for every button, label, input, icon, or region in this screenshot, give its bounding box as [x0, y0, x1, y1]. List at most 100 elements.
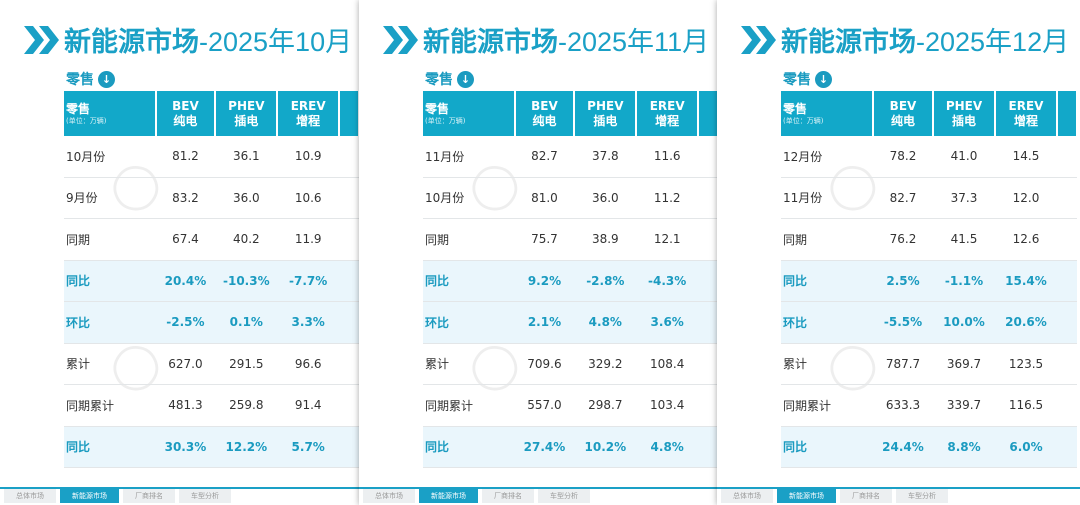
subtitle-label: 零售	[66, 72, 94, 88]
table-row: 同期 67.4 40.2 11.9	[64, 218, 359, 261]
table-cell: 10.2%	[574, 426, 637, 468]
table-row: 同期累计 557.0 298.7 103.4	[423, 384, 718, 427]
sheet-tab[interactable]: 车型分析	[896, 489, 948, 503]
table-cell: 38.9	[574, 218, 637, 261]
table-cell: 4.8%	[574, 301, 637, 344]
arrow-down-circle-icon: ↓	[815, 70, 832, 88]
table-cell: -4.3%	[636, 260, 699, 302]
table-cell: 11.6	[636, 136, 699, 178]
row-label: 同比	[64, 260, 156, 302]
sheet-tab[interactable]: 总体市场	[4, 489, 56, 503]
table-cell: 103.4	[636, 384, 699, 427]
table-cell: 78.2	[873, 136, 933, 178]
header-column-clipped	[339, 91, 360, 136]
table-cell: 10.9	[277, 136, 340, 178]
sheet-tab[interactable]: 新能源市场	[419, 489, 478, 503]
retail-table: 零售 (单位：万辆) BEV 纯电 PHEV 插电 EREV 增程 12月份 78.2 41.0 14…	[781, 91, 1078, 468]
table-cell: 83.2	[155, 177, 216, 219]
table-cell: 259.8	[215, 384, 278, 427]
row-label: 同期	[781, 218, 873, 261]
table-cell: 3.3%	[277, 301, 340, 344]
table-cell: -1.1%	[933, 260, 995, 302]
retail-table: 零售 (单位：万辆) BEV 纯电 PHEV 插电 EREV 增程 11月份 82.7 37.8 11…	[423, 91, 719, 468]
table-cell: -7.7%	[277, 260, 340, 302]
column-code: BEV	[889, 98, 917, 113]
table-cell: 30.3%	[155, 426, 216, 468]
subtitle-label: 零售	[425, 72, 453, 88]
header-unit: (单位：万辆)	[425, 116, 466, 125]
table-cell: 41.0	[933, 136, 995, 178]
table-row: 同期累计 481.3 259.8 91.4	[64, 384, 359, 427]
header-column: EREV 增程	[277, 91, 341, 136]
subtitle-label: 零售	[783, 72, 811, 88]
table-cell-clipped	[1057, 136, 1077, 178]
title-main: 新能源市场	[64, 27, 199, 58]
table-cell: 4.8%	[636, 426, 699, 468]
sheet-tab[interactable]: 新能源市场	[60, 489, 119, 503]
table-cell: 5.7%	[277, 426, 340, 468]
row-label: 12月份	[781, 136, 873, 178]
row-label: 累计	[781, 343, 873, 385]
table-row: 环比 -2.5% 0.1% 3.3%	[64, 301, 359, 344]
table-cell: 11.2	[636, 177, 699, 219]
table-cell: 76.2	[873, 218, 933, 261]
table-cell: 37.3	[933, 177, 995, 219]
header-column: PHEV 插电	[215, 91, 279, 136]
table-cell: 20.6%	[995, 301, 1057, 344]
page-title: 新能源市场-2025年11月	[423, 20, 709, 59]
table-row: 同期 76.2 41.5 12.6	[781, 218, 1077, 261]
table-cell: 369.7	[933, 343, 995, 385]
column-code: PHEV	[228, 98, 265, 113]
header-label-cell: 零售 (单位：万辆)	[423, 91, 516, 136]
table-cell: 291.5	[215, 343, 278, 385]
table-cell-clipped	[339, 384, 359, 427]
table-cell: 3.6%	[636, 301, 699, 344]
column-name: 插电	[951, 113, 976, 128]
table-row: 累计 787.7 369.7 123.5	[781, 343, 1077, 385]
sheet-tab[interactable]: 车型分析	[538, 489, 590, 503]
header-column: PHEV 插电	[574, 91, 638, 136]
sheet-tab[interactable]: 车型分析	[179, 489, 231, 503]
section-subtitle: 零售 ↓	[783, 69, 832, 89]
table-row: 10月份 81.2 36.1 10.9	[64, 136, 359, 178]
sheet-tab[interactable]: 厂商排名	[123, 489, 175, 503]
table-cell: 12.0	[995, 177, 1057, 219]
sheet-tab[interactable]: 厂商排名	[482, 489, 534, 503]
sheet-tab[interactable]: 厂商排名	[840, 489, 892, 503]
sheet-tab[interactable]: 总体市场	[363, 489, 415, 503]
column-name: 增程	[296, 113, 321, 128]
section-subtitle: 零售 ↓	[425, 69, 474, 89]
table-cell-clipped	[698, 301, 718, 344]
header-unit: (单位：万辆)	[783, 116, 824, 125]
report-panel-dec: 新能源市场-2025年12月 零售 ↓ ◯ ◯ 零售 (单位：万辆) BEV 纯电 PHEV 插电 E…	[717, 0, 1080, 505]
table-cell: 20.4%	[155, 260, 216, 302]
table-cell: 12.2%	[215, 426, 278, 468]
table-cell: 0.1%	[215, 301, 278, 344]
table-cell: 108.4	[636, 343, 699, 385]
title-main: 新能源市场	[423, 27, 558, 58]
row-label: 同比	[64, 426, 156, 468]
table-cell-clipped	[698, 136, 718, 178]
table-cell: 2.5%	[873, 260, 933, 302]
table-row: 累计 627.0 291.5 96.6	[64, 343, 359, 385]
table-cell-clipped	[339, 218, 359, 261]
header-label: 零售	[425, 101, 450, 116]
header-column-clipped	[698, 91, 719, 136]
table-cell: 481.3	[155, 384, 216, 427]
row-label: 同期累计	[64, 384, 156, 427]
table-cell: 12.1	[636, 218, 699, 261]
column-code: BEV	[531, 98, 558, 113]
sheet-tab[interactable]: 总体市场	[721, 489, 773, 503]
row-label: 11月份	[423, 136, 515, 178]
column-code: BEV	[172, 98, 199, 113]
column-code: EREV	[1008, 98, 1044, 113]
retail-table: 零售 (单位：万辆) BEV 纯电 PHEV 插电 EREV 增程 10月份 81.2 36.1 10…	[64, 91, 360, 468]
table-row: 11月份 82.7 37.3 12.0	[781, 177, 1077, 219]
table-cell: 12.6	[995, 218, 1057, 261]
column-code: PHEV	[945, 98, 983, 113]
sheet-tab-bar: 总体市场 新能源市场 厂商排名 车型分析	[0, 487, 360, 505]
sheet-tab[interactable]: 新能源市场	[777, 489, 836, 503]
header-column: BEV 纯电	[514, 91, 576, 136]
arrow-down-circle-icon: ↓	[457, 70, 474, 88]
table-row: 同期 75.7 38.9 12.1	[423, 218, 718, 261]
